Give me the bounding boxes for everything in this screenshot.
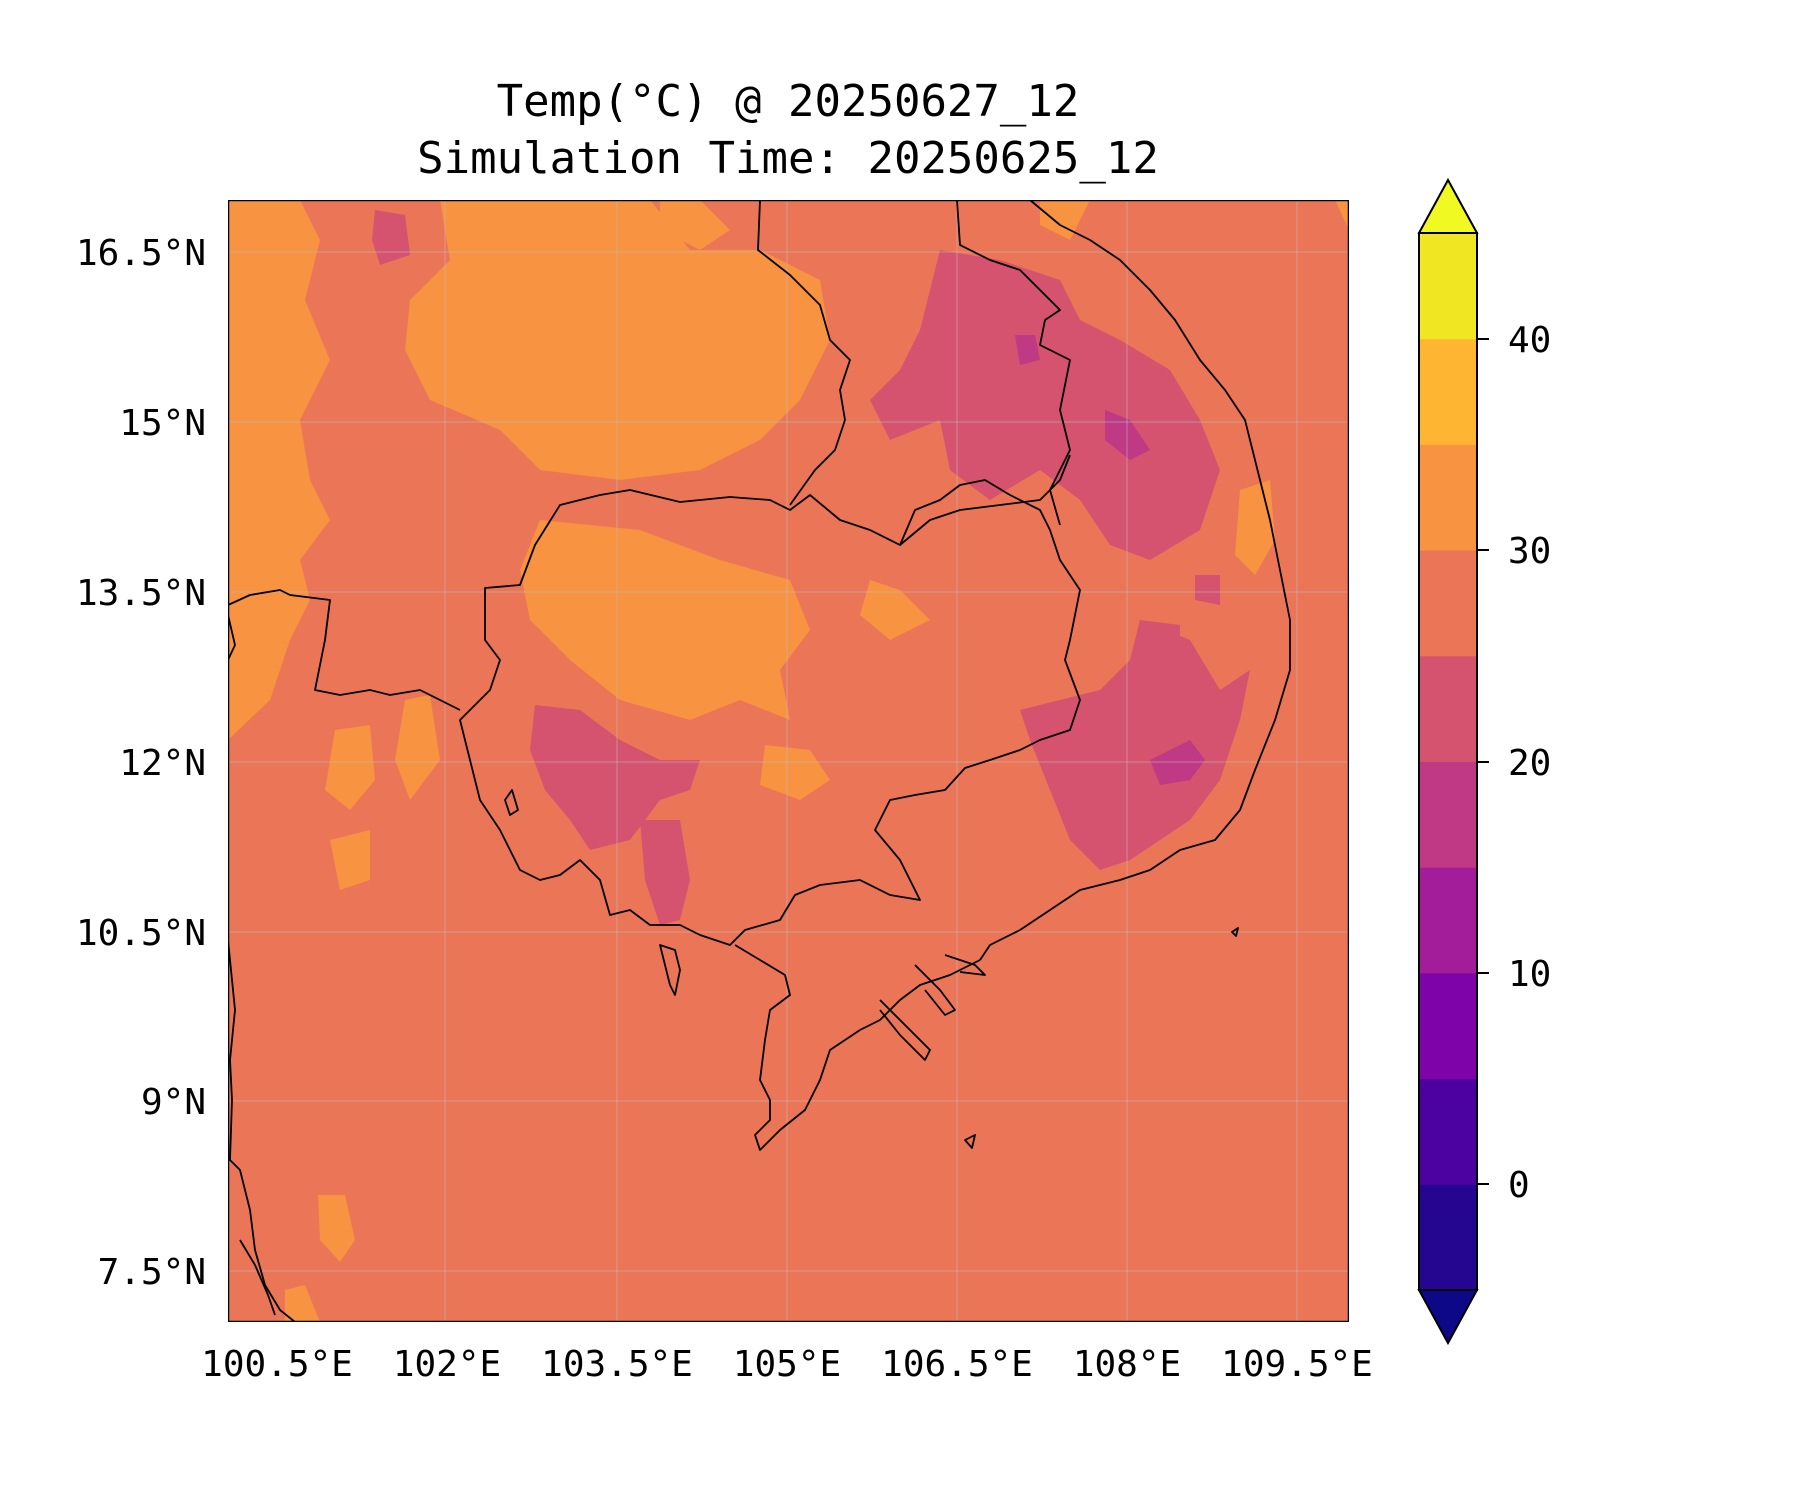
lon-tick-label: 109.5°E bbox=[1221, 1344, 1373, 1385]
cool-region-central-highlands bbox=[1020, 620, 1250, 870]
laos-cambodia-border bbox=[899, 454, 1071, 546]
island-east-1 bbox=[1231, 927, 1239, 937]
lat-tick-label: 9°N bbox=[141, 1082, 206, 1123]
delta-branch-3 bbox=[944, 954, 986, 976]
lon-tick-label: 105°E bbox=[733, 1344, 841, 1385]
cold-regions bbox=[1015, 335, 1205, 785]
thai-peninsula-coast bbox=[239, 1239, 276, 1316]
warm-region-cambodia bbox=[520, 520, 810, 720]
colorbar-tick-label: 0 bbox=[1508, 1165, 1530, 1206]
colorbar-segment bbox=[1419, 1184, 1477, 1291]
island-south-1 bbox=[964, 1134, 976, 1149]
laos-vietnam-border bbox=[956, 200, 1071, 526]
borders-coastlines bbox=[228, 200, 1291, 1322]
map-panel bbox=[228, 200, 1349, 1322]
lon-tick-label: 106.5°E bbox=[881, 1344, 1033, 1385]
cool-region-highland-spur bbox=[1130, 620, 1180, 700]
colorbar-segment bbox=[1419, 1078, 1477, 1185]
colorbar-tick-label: 30 bbox=[1508, 531, 1551, 572]
warm-region-north-strip bbox=[660, 200, 730, 250]
colorbar-segment bbox=[1419, 233, 1477, 340]
warm-region-northwest bbox=[228, 200, 330, 740]
warm-regions bbox=[228, 200, 1349, 1322]
cool-regions bbox=[372, 210, 1250, 925]
lon-tick-label: 102°E bbox=[393, 1344, 501, 1385]
cambodia-border bbox=[459, 479, 1081, 946]
lon-tick-label: 108°E bbox=[1073, 1344, 1181, 1385]
warm-region-northeast-corner bbox=[1335, 200, 1349, 230]
colorbar-extend-high-fill bbox=[1419, 180, 1477, 233]
colorbar-segment bbox=[1419, 338, 1477, 445]
lat-tick-label: 7.5°N bbox=[98, 1252, 206, 1293]
colorbar-tick-label: 40 bbox=[1508, 320, 1551, 361]
colorbar-segment bbox=[1419, 761, 1477, 868]
mekong-delta-coast bbox=[734, 944, 981, 1151]
warm-region-west-blob-1 bbox=[325, 725, 375, 810]
thailand-cambodia-west-border bbox=[228, 589, 461, 711]
lat-tick-label: 12°N bbox=[119, 743, 206, 784]
gulf-thailand-west-coast bbox=[228, 939, 296, 1322]
warm-region-southwest-corner bbox=[285, 1285, 320, 1322]
colorbar-extend-low-fill bbox=[1419, 1290, 1477, 1343]
warm-region-west-blob-3 bbox=[330, 830, 370, 890]
colorbar-extend-bottom bbox=[1417, 1289, 1479, 1346]
cold-region-highland-peak bbox=[1150, 740, 1205, 785]
cold-region-northern-peak bbox=[1015, 335, 1040, 365]
cool-region-south-cardamom bbox=[640, 820, 690, 925]
lat-tick-label: 13.5°N bbox=[76, 573, 206, 614]
colorbar-segment bbox=[1419, 550, 1477, 657]
island-phu-quoc bbox=[659, 944, 681, 996]
cool-region-cardamom bbox=[530, 705, 700, 850]
laos-border-south bbox=[757, 200, 851, 506]
colorbar: 40 30 20 10 0 bbox=[1417, 177, 1551, 1346]
delta-branch-1 bbox=[879, 999, 931, 1061]
warm-region-west-blob-2 bbox=[395, 695, 440, 800]
colorbar-segment bbox=[1419, 655, 1477, 762]
colorbar-segment bbox=[1419, 972, 1477, 1080]
map-subtitle: Simulation Time: 20250625_12 bbox=[417, 133, 1159, 184]
vietnam-coast bbox=[979, 200, 1291, 961]
cold-region-laos-peak bbox=[1105, 410, 1150, 460]
warm-region-north-central bbox=[405, 200, 830, 480]
lon-tick-labels: 100.5°E 102°E 103.5°E 105°E 106.5°E 108°… bbox=[201, 1344, 1373, 1385]
lat-tick-label: 10.5°N bbox=[76, 913, 206, 954]
lat-tick-labels: 16.5°N 15°N 13.5°N 12°N 10.5°N 9°N 7.5°N bbox=[76, 233, 206, 1293]
map-title: Temp(°C) @ 20250627_12 bbox=[497, 76, 1080, 127]
lat-tick-label: 16.5°N bbox=[76, 233, 206, 274]
colorbar-tick-label: 20 bbox=[1508, 743, 1551, 784]
colorbar-segment bbox=[1419, 867, 1477, 974]
warm-region-cambodia-east bbox=[860, 580, 930, 640]
thai-coast-small bbox=[228, 614, 236, 661]
lon-tick-label: 100.5°E bbox=[201, 1344, 353, 1385]
cool-region-laos-highlands bbox=[870, 250, 1220, 560]
cool-region-northwest-spot bbox=[372, 210, 410, 265]
delta-branch-2 bbox=[914, 964, 956, 1016]
colorbar-segments bbox=[1419, 180, 1477, 1343]
colorbar-tick-label: 10 bbox=[1508, 954, 1551, 995]
warm-region-east-coast bbox=[1235, 480, 1275, 575]
colorbar-extend-top bbox=[1417, 177, 1479, 234]
lon-tick-label: 103.5°E bbox=[541, 1344, 693, 1385]
warm-region-east-coast-north bbox=[1040, 200, 1090, 240]
colorbar-ticks bbox=[1477, 338, 1489, 1185]
map-gridlines bbox=[228, 200, 1349, 1322]
colorbar-segment bbox=[1419, 444, 1477, 551]
cool-region-east-spot bbox=[1195, 575, 1220, 605]
lat-tick-label: 15°N bbox=[119, 403, 206, 444]
warm-region-southwest-blob bbox=[318, 1195, 355, 1262]
island-kong bbox=[504, 789, 519, 816]
warm-region-cambodia-south bbox=[760, 745, 830, 800]
